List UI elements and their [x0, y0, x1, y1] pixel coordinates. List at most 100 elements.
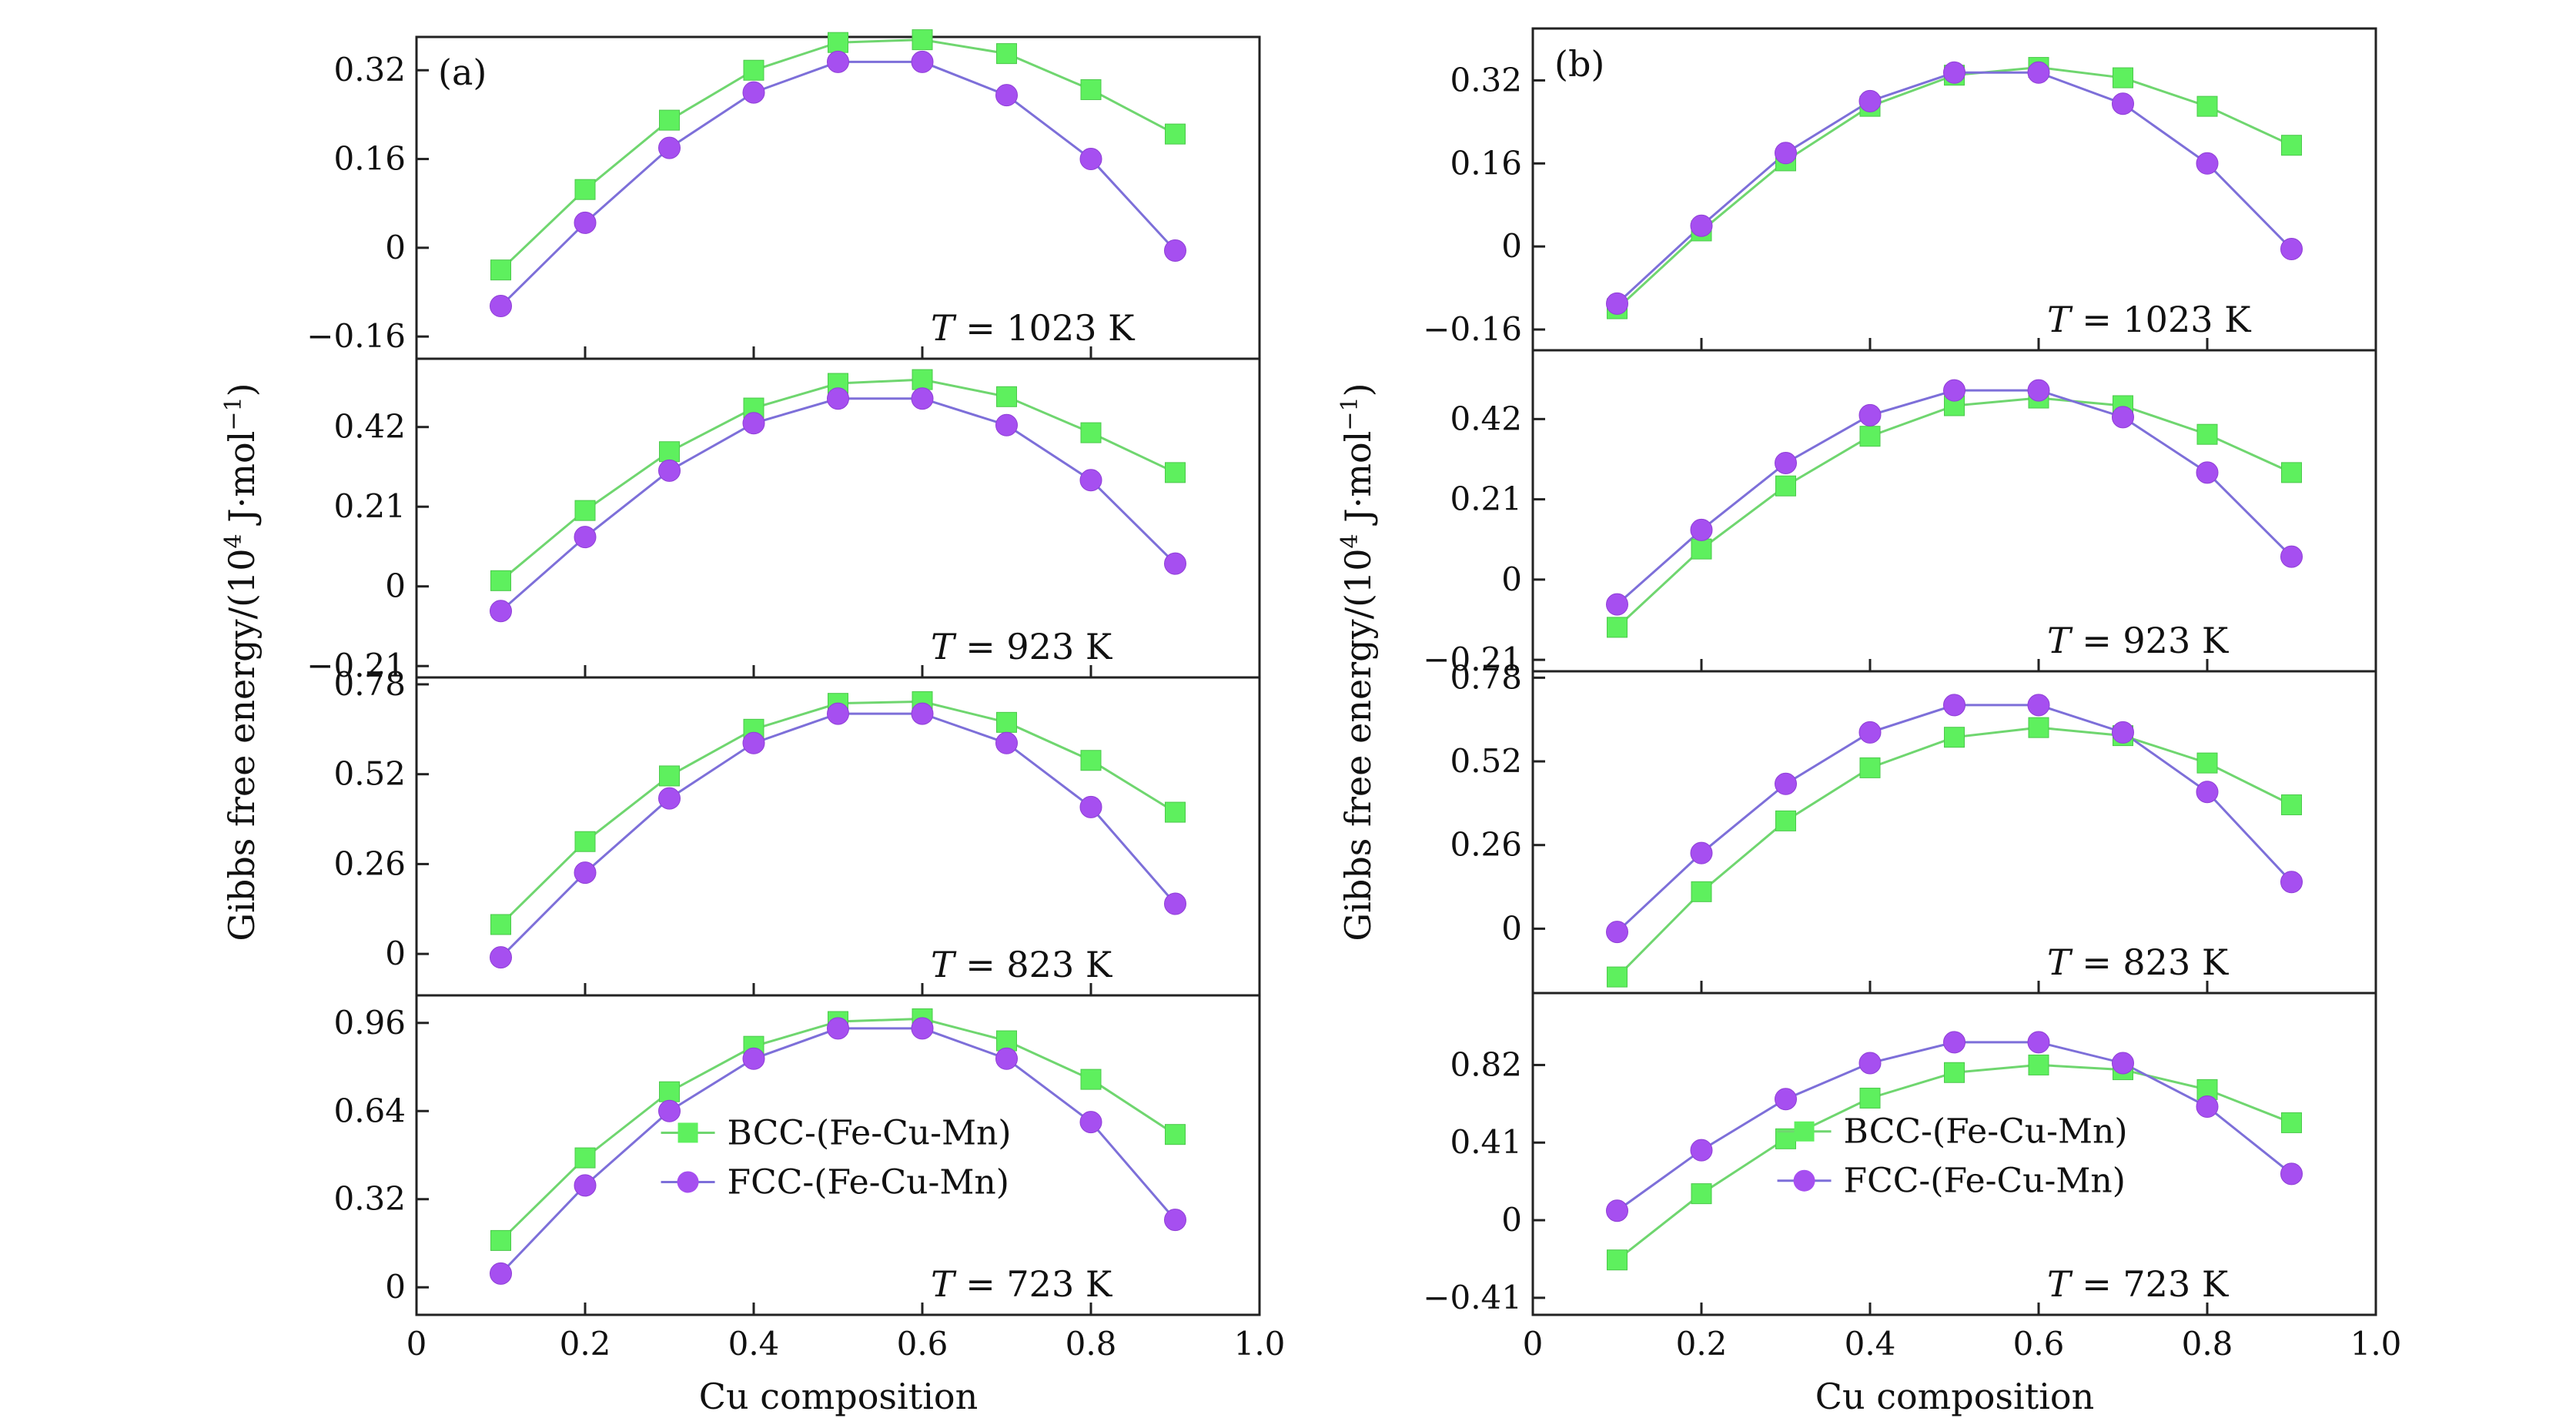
bcc-point [1859, 426, 1881, 447]
fcc-point [658, 787, 681, 810]
panel-a: −0.16 0 0.16 0.32 T = 1023 K (a) −0.21 0 0.21 0.4… [306, 29, 1286, 1363]
bcc-point [1944, 1062, 1965, 1083]
y-tick-label: 0.42 [333, 408, 406, 446]
fcc-point [1606, 921, 1628, 944]
y-tick-label: 0 [385, 229, 406, 266]
fcc-point [1164, 239, 1186, 262]
bcc-point [574, 831, 596, 852]
fcc-series-line [500, 60, 1176, 307]
y-tick-label: 0.16 [333, 140, 406, 178]
fcc-point [2027, 379, 2050, 402]
x-tick-label: 0.6 [2013, 1325, 2065, 1363]
y-tick-label: 0.96 [333, 1004, 406, 1042]
x-tick-label: 0.8 [2182, 1325, 2233, 1363]
fcc-point [1606, 1199, 1628, 1222]
y-tick-label: 0.82 [1450, 1045, 1522, 1083]
bcc-point [1080, 1069, 1102, 1090]
bcc-series-line [500, 38, 1176, 271]
bcc-point [2281, 794, 2302, 815]
fcc-point [995, 1047, 1018, 1070]
y-axis-title-b: Gibbs free energy/(104 J·mol−1) [1337, 383, 1380, 941]
bcc-point [574, 1147, 596, 1169]
bcc-series-line [1616, 66, 2293, 310]
fcc-point [2112, 406, 2134, 429]
temperature-label: T = 823 K [931, 944, 1113, 985]
fcc-point [1164, 552, 1186, 575]
fcc-point [2280, 238, 2303, 261]
fcc-point [1775, 142, 1797, 165]
x-axis-title-b: Cu composition [1815, 1376, 2095, 1417]
legend-fcc-marker [1793, 1169, 1815, 1192]
bcc-point [2196, 423, 2218, 445]
fcc-point [658, 1099, 681, 1122]
fcc-point [490, 946, 512, 969]
y-tick-label: −0.41 [1423, 1279, 1522, 1316]
bcc-point [659, 1081, 680, 1102]
bcc-point [1607, 966, 1628, 988]
fcc-point [1079, 795, 1102, 818]
bcc-point [1607, 617, 1628, 638]
fcc-point [911, 702, 934, 725]
bcc-point [996, 1030, 1017, 1052]
x-axis-title-a: Cu composition [699, 1376, 979, 1417]
fcc-point [827, 1017, 849, 1040]
y-tick-label: 0 [1501, 227, 1522, 265]
bcc-point [1607, 1249, 1628, 1271]
temperature-label: T = 1023 K [931, 307, 1136, 349]
fcc-point [1164, 1209, 1186, 1232]
subplot-3: 0 0.26 0.52 0.78 T = 823 K [1450, 658, 2377, 995]
y-tick-label: 0.26 [1450, 826, 1522, 864]
fcc-point [1606, 292, 1628, 315]
fcc-point [2027, 694, 2050, 717]
fcc-point [2280, 1162, 2303, 1186]
fcc-point [1943, 1031, 1965, 1054]
y-tick-label: −0.16 [306, 317, 406, 355]
legend-bcc-label: BCC-(Fe-Cu-Mn) [1844, 1112, 2128, 1152]
fcc-point [1606, 593, 1628, 616]
bcc-point [1775, 810, 1796, 831]
y-tick-label: 0 [385, 935, 406, 972]
bcc-point [1691, 538, 1712, 560]
fcc-point [2280, 545, 2303, 568]
fcc-point [1775, 772, 1797, 795]
fcc-point [1079, 469, 1102, 492]
fcc-point [574, 211, 597, 234]
subplot-2: −0.21 0 0.21 0.42 T = 923 K [306, 357, 1261, 684]
bcc-point [1165, 462, 1186, 483]
fcc-point [1775, 451, 1797, 474]
fcc-point [2112, 1052, 2134, 1075]
panel-letter: (b) [1554, 43, 1604, 85]
fcc-point [1690, 214, 1713, 237]
fcc-point [1079, 148, 1102, 171]
y-tick-label: 0 [1501, 909, 1522, 947]
fcc-point [1164, 892, 1186, 915]
x-tick-label: 0.6 [897, 1325, 948, 1363]
fcc-point [1775, 1088, 1797, 1111]
fcc-point [1858, 721, 1882, 744]
bcc-point [1165, 123, 1186, 145]
fcc-point [1858, 89, 1882, 112]
fcc-point [2112, 92, 2134, 115]
bcc-point [2113, 67, 2133, 89]
fcc-point [1690, 518, 1713, 541]
fcc-point [995, 731, 1018, 754]
x-tick-label: 1.0 [1234, 1325, 1286, 1363]
fcc-point [827, 50, 849, 73]
temperature-label: T = 923 K [931, 626, 1113, 667]
fcc-point [490, 600, 512, 623]
y-tick-label: −0.21 [1423, 640, 1522, 678]
bcc-point [2281, 135, 2302, 156]
bcc-point [2028, 1054, 2049, 1075]
temperature-label: T = 823 K [2047, 941, 2230, 983]
fcc-point [490, 295, 512, 318]
fcc-point [2196, 152, 2219, 175]
subplot-1: −0.16 0 0.16 0.32 T = 1023 K (a) [306, 29, 1261, 360]
fcc-point [1858, 403, 1882, 426]
bcc-series-line [500, 378, 1176, 582]
subplot-1: −0.16 0 0.16 0.32 T = 1023 K (b) [1423, 27, 2377, 352]
subplot-frame [1531, 992, 2377, 1316]
x-tick-label: 0.4 [728, 1325, 780, 1363]
bcc-point [574, 500, 596, 521]
fcc-point [742, 731, 765, 754]
